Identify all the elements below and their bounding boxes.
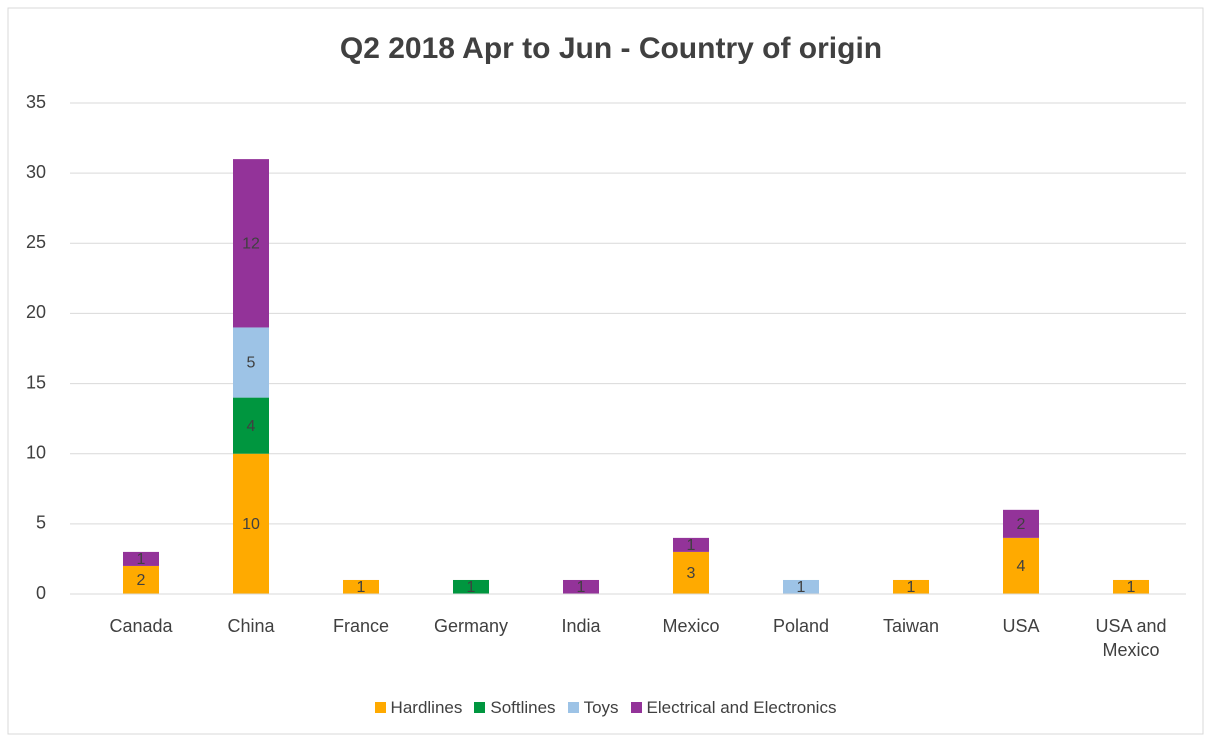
- bar-segment: [673, 537, 709, 552]
- bar-segment: [343, 579, 379, 594]
- legend-item: Softlines: [474, 698, 556, 718]
- bar-segment: [893, 579, 929, 594]
- bar-segment: [563, 579, 599, 594]
- y-tick-label: 5: [36, 513, 46, 533]
- data-label: 4: [247, 418, 256, 435]
- y-tick-label: 10: [26, 442, 46, 462]
- data-label: 1: [797, 579, 806, 596]
- data-label: 1: [1127, 579, 1136, 596]
- legend-swatch: [474, 702, 486, 713]
- bar-segment: [1113, 579, 1149, 594]
- legend-swatch: [630, 702, 642, 713]
- x-tick-label: Canada: [109, 616, 173, 636]
- x-tick-label: China: [227, 616, 275, 636]
- legend: Hardlines Softlines Toys Electrical and Ele…: [0, 698, 1211, 718]
- legend-swatch: [374, 702, 386, 713]
- y-tick-label: 0: [36, 583, 46, 603]
- x-tick-label: Taiwan: [882, 616, 940, 636]
- chart-border: [7, 7, 1204, 735]
- data-label: 1: [357, 579, 366, 596]
- bar-segment: [1003, 509, 1039, 538]
- legend-swatch: [567, 702, 579, 713]
- legend-label: Electrical and Electronics: [646, 698, 837, 717]
- y-tick-label: 30: [26, 162, 46, 182]
- legend-label: Softlines: [490, 698, 556, 717]
- bar-segment: [783, 579, 819, 594]
- bar-segment: [673, 551, 709, 594]
- data-label: 12: [242, 236, 260, 253]
- bar-segment: [1003, 537, 1039, 594]
- x-tick-label: France: [332, 616, 390, 636]
- x-tick-label: USA and Mexico: [1095, 616, 1167, 660]
- x-tick-label: Germany: [433, 616, 509, 636]
- y-tick-label: 20: [26, 302, 46, 322]
- x-tick-label: Poland: [772, 616, 830, 636]
- legend-item: Electrical and Electronics: [630, 698, 837, 718]
- data-label: 1: [577, 579, 586, 596]
- x-tick-label: Mexico: [662, 616, 720, 636]
- y-tick-label: 25: [26, 232, 46, 252]
- data-label: 1: [137, 551, 146, 568]
- bar-segment: [233, 397, 269, 454]
- bar-segment: [233, 327, 269, 398]
- bar-segment: [123, 551, 159, 566]
- legend-item: Toys: [567, 698, 619, 718]
- chart-title: Q2 2018 Apr to Jun - Country of origin: [340, 32, 882, 65]
- x-tick-label: USA: [1002, 616, 1040, 636]
- legend-item: Hardlines: [374, 698, 463, 718]
- data-label: 1: [687, 537, 696, 554]
- data-label: 2: [1017, 516, 1026, 533]
- y-tick-label: 35: [26, 92, 46, 112]
- legend-label: Hardlines: [390, 698, 463, 717]
- data-label: 4: [1017, 558, 1026, 575]
- bar-segment: [233, 159, 269, 328]
- legend-label: Toys: [583, 698, 619, 717]
- data-label: 10: [242, 516, 260, 533]
- x-tick-label: India: [561, 616, 601, 636]
- y-tick-label: 15: [26, 372, 46, 392]
- data-label: 1: [467, 579, 476, 596]
- data-label: 2: [137, 572, 146, 589]
- bar-segment: [453, 579, 489, 594]
- data-label: 5: [247, 355, 256, 372]
- bar-segment: [233, 453, 269, 594]
- data-label: 1: [907, 579, 916, 596]
- data-label: 3: [687, 565, 696, 582]
- bar-segment: [123, 565, 159, 594]
